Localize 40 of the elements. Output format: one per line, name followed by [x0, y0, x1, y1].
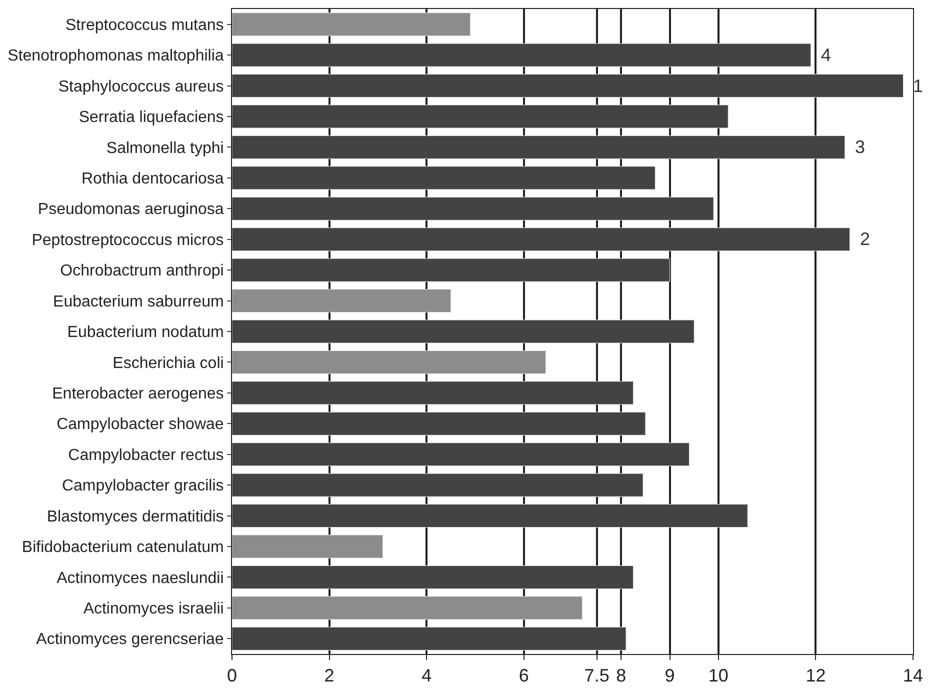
y-tick-label: Campylobacter rectus	[68, 446, 224, 464]
x-tick-label: 4	[422, 666, 432, 686]
y-tick-label: Campylobacter gracilis	[62, 478, 224, 495]
annotation: 4	[821, 45, 832, 65]
bar	[232, 350, 546, 374]
y-tick-label: Actinomyces israelii	[83, 600, 224, 618]
x-tick-label: 12	[806, 666, 826, 686]
x-tick-label: 8	[616, 666, 626, 686]
y-tick-label: Salmonella typhi	[106, 140, 224, 157]
x-tick-label: 7.5	[584, 666, 610, 686]
y-tick-label: Blastomyces dermatitidis	[46, 508, 224, 526]
y-tick-label: Eubacterium nodatum	[67, 324, 224, 342]
x-tick-label: 6	[518, 666, 529, 686]
x-tick-label: 9	[664, 666, 675, 686]
x-tick-label: 2	[324, 666, 334, 686]
y-tick-label: Enterobacter aerogenes	[52, 386, 224, 403]
y-tick-label: Peptostreptococcus micros	[32, 232, 224, 249]
y-tick-label: Serratia liquefaciens	[78, 109, 224, 126]
y-tick-label: Pseudomonas aeruginosa	[38, 201, 224, 218]
y-tick-label: Actinomyces naeslundii	[56, 570, 224, 587]
y-tick-label: Rothia dentocariosa	[81, 170, 224, 188]
y-tick-label: Bifidobacterium catenulatum	[22, 539, 224, 556]
y-tick-label: Stenotrophomonas maltophilia	[8, 48, 224, 65]
x-tick-label: 0	[226, 666, 238, 686]
y-tick-label: Actinomyces gerencseriae	[36, 631, 224, 648]
annotation: 1	[913, 76, 924, 96]
bar	[232, 534, 384, 558]
y-tick-label: Staphylococcus aureus	[58, 78, 224, 96]
bar	[232, 596, 582, 620]
y-tick-label: Ochrobactrum anthropi	[60, 262, 224, 280]
annotation: 3	[855, 137, 866, 157]
bar	[232, 12, 471, 36]
y-tick-label: Eubacterium saburreum	[53, 293, 224, 310]
annotation: 2	[860, 229, 870, 249]
x-tick-label: 10	[708, 666, 728, 686]
y-tick-label: Streptococcus mutans	[66, 16, 224, 34]
x-tick-label: 14	[902, 666, 924, 686]
y-tick-label: Escherichia coli	[112, 354, 224, 372]
bar	[232, 289, 452, 313]
y-tick-label: Campylobacter showae	[56, 416, 224, 434]
